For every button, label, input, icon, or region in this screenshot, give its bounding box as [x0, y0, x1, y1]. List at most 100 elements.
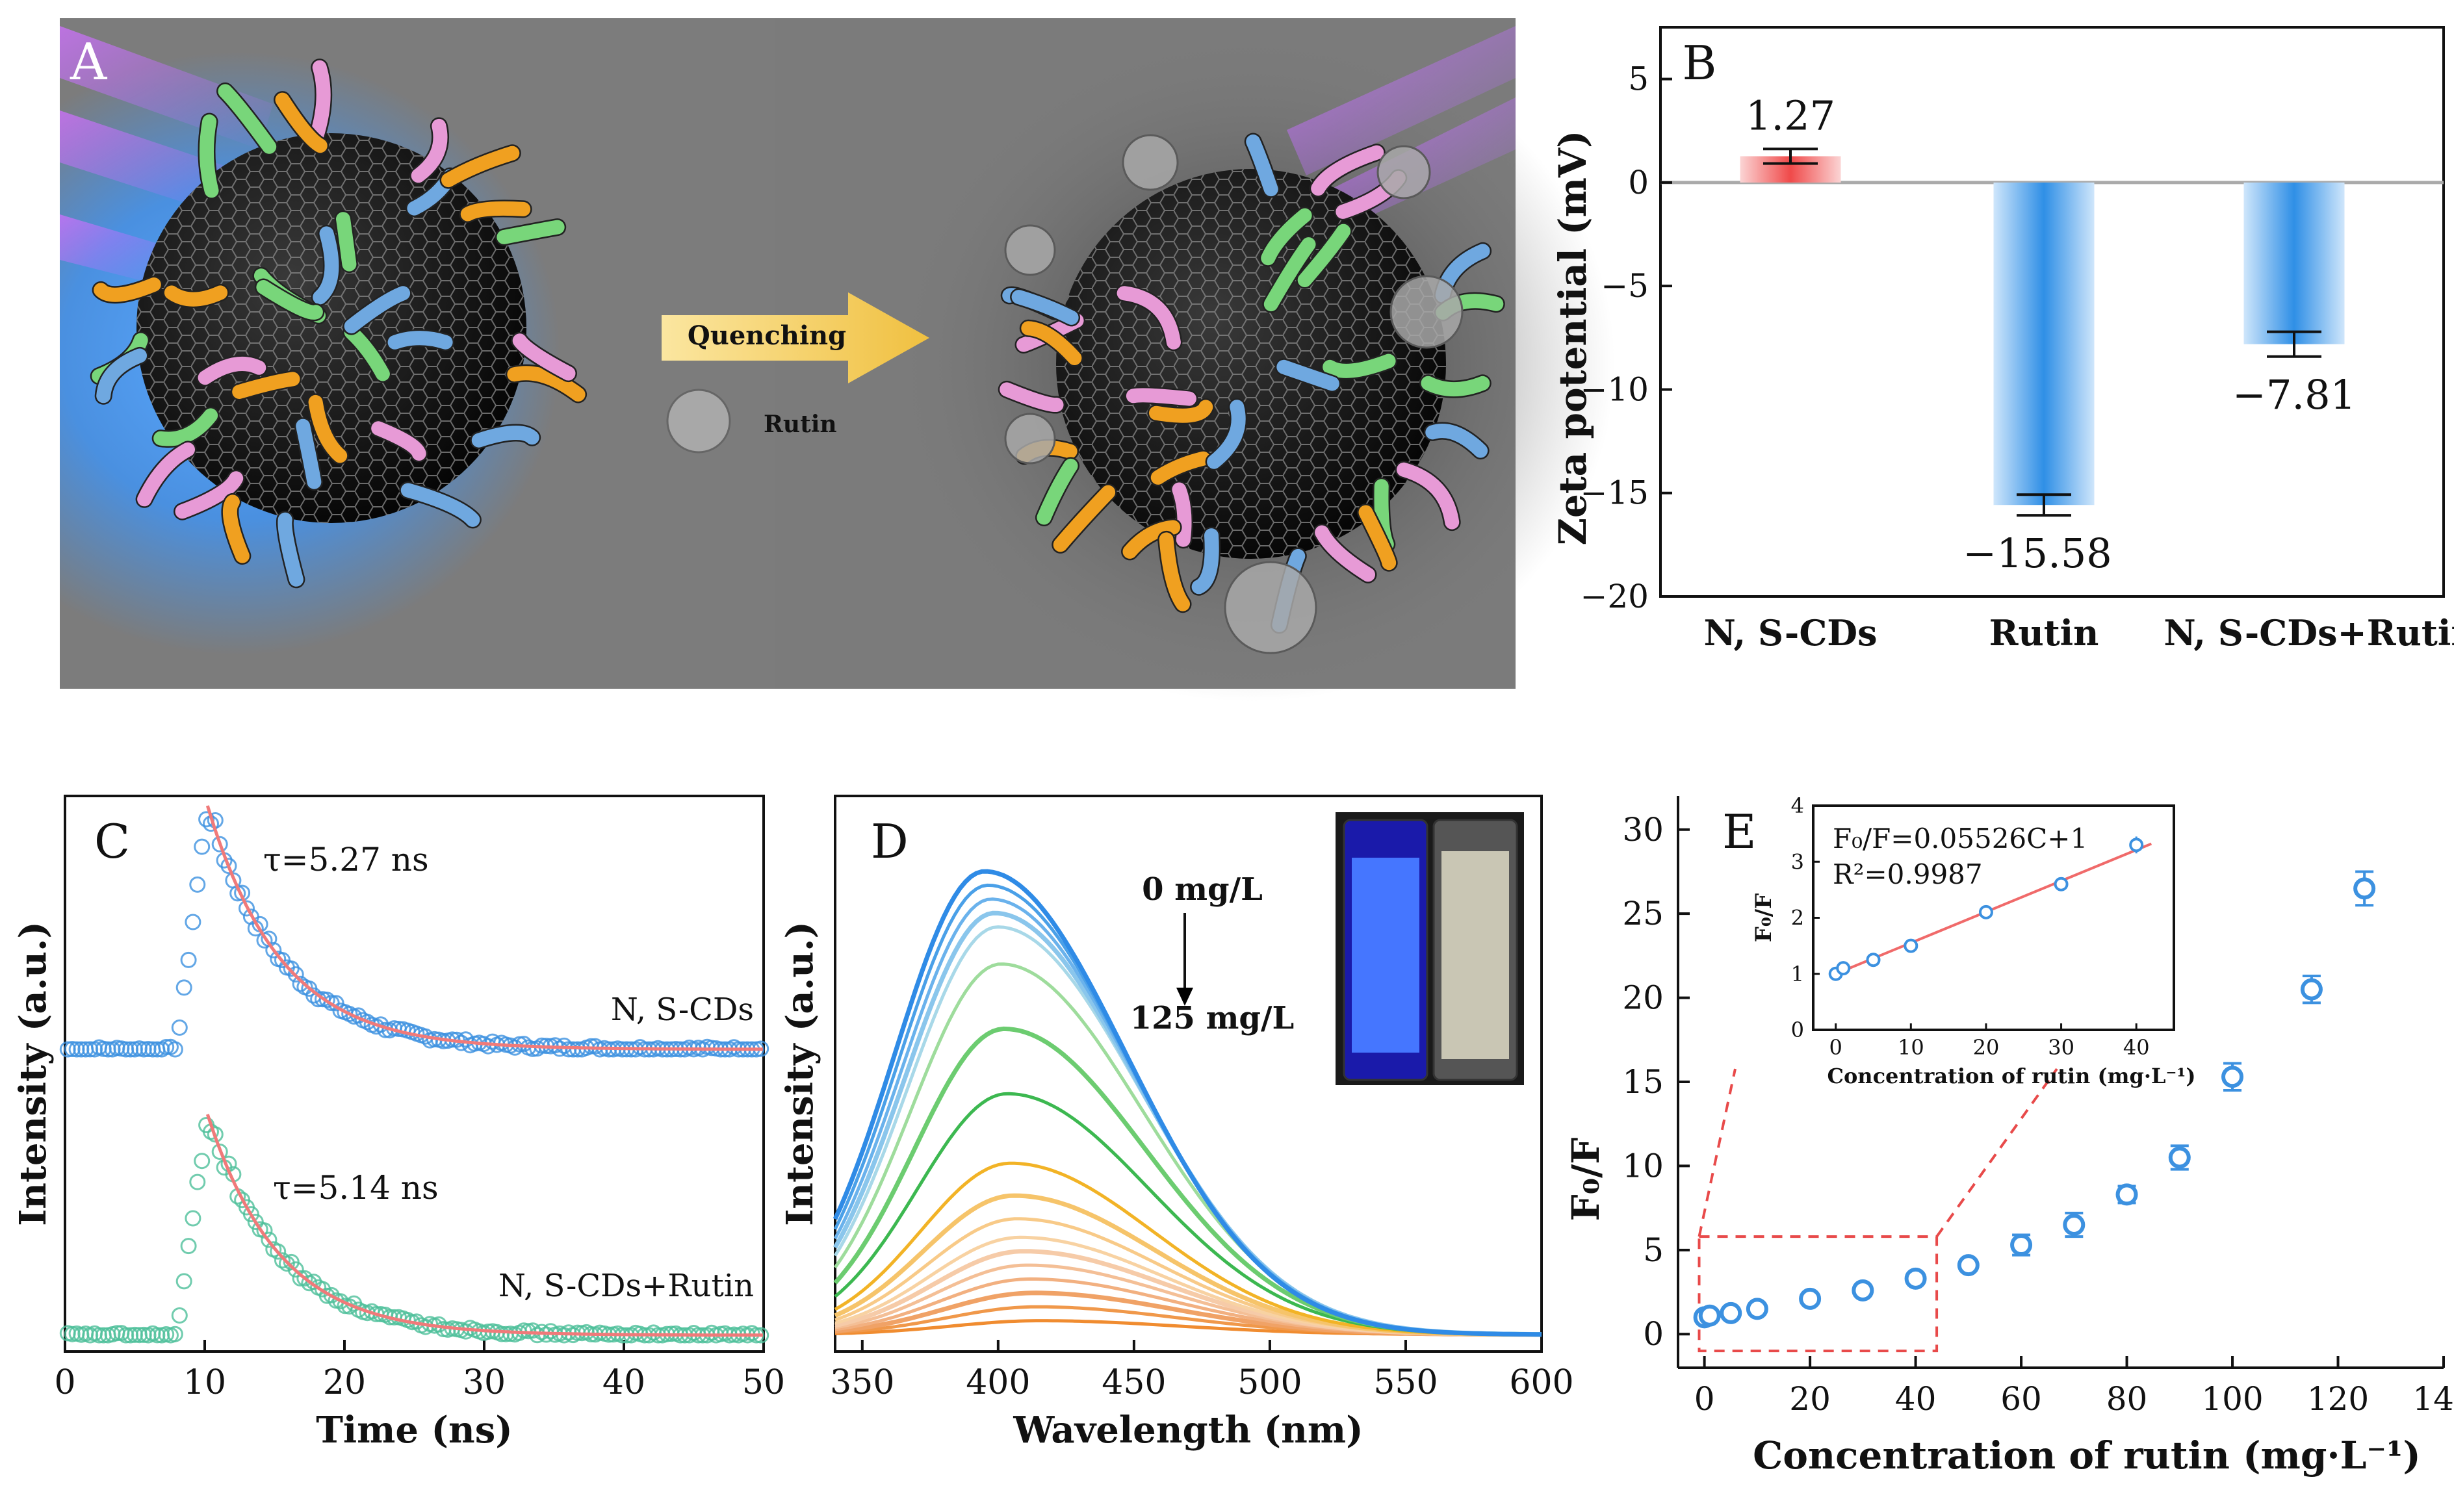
panel-c-label: C — [94, 814, 130, 869]
decay-point — [211, 836, 228, 852]
x-tick-label: 400 — [966, 1363, 1030, 1402]
data-label: −15.58 — [1963, 530, 2112, 577]
x-axis-label: Time (ns) — [316, 1409, 513, 1452]
x-tick-label: 30 — [463, 1363, 506, 1402]
x-axis-label: Concentration of rutin (mg·L⁻¹) — [1753, 1433, 2421, 1478]
surface-group — [1191, 528, 1219, 595]
category-label: N, S-CDs+Rutin — [2163, 612, 2454, 654]
inset-frame — [1812, 804, 2175, 1031]
panel-a-label: A — [70, 33, 108, 92]
surface-group — [1315, 525, 1375, 582]
y-tick-label: 0 — [1643, 1315, 1664, 1353]
surface-group — [1000, 382, 1064, 413]
panel-b-chart: 5 0 −5 −10 −15 −20 1.27 N, S-CDs −15.58 Rutin −7.8… — [1551, 26, 2454, 654]
decay-point — [175, 1273, 192, 1290]
decay-point — [175, 979, 192, 996]
data-point — [2221, 1066, 2244, 1088]
surface-group — [275, 92, 328, 153]
panel-c-chart: 0 10 20 30 40 50 Time (ns) Intensity (a.u.) τ=5.… — [12, 795, 785, 1452]
inset-y-tick-label: 3 — [1791, 849, 1804, 874]
data-point — [2168, 1146, 2191, 1169]
fit-curve — [205, 805, 763, 1051]
y-axis-label: Intensity (a.u.) — [12, 921, 55, 1226]
decay-point — [180, 951, 197, 968]
inset-data-point — [1836, 961, 1851, 976]
data-point — [1746, 1298, 1768, 1320]
x-tick-label: 500 — [1237, 1363, 1302, 1402]
y-tick-label: 30 — [1622, 811, 1664, 849]
inset-data-point — [1904, 938, 1918, 953]
lifetime-annotation: τ=5.14 ns — [273, 1169, 439, 1207]
decay-point — [292, 975, 309, 992]
panel-e-label: E — [1722, 804, 1757, 859]
surface-group — [387, 331, 453, 350]
decay-point — [542, 1323, 559, 1340]
decay-point — [189, 876, 206, 893]
category-label: Rutin — [1989, 612, 2099, 654]
surface-group — [198, 357, 266, 385]
data-label: −7.81 — [2232, 371, 2356, 418]
surface-group — [1425, 424, 1488, 458]
surface-group — [278, 512, 304, 587]
y-tick-label: −5 — [1601, 267, 1649, 305]
spectrum-line — [833, 869, 1542, 1337]
decay-point — [506, 1039, 523, 1056]
y-axis-label: F₀/F — [1564, 1138, 1608, 1222]
x-tick-label: 80 — [2106, 1380, 2148, 1418]
x-tick-label: 600 — [1509, 1363, 1573, 1402]
data-point — [1799, 1287, 1822, 1310]
surface-group — [232, 372, 300, 399]
inset-y-axis-label: F₀/F — [1751, 893, 1777, 943]
surface-group — [96, 348, 147, 404]
plot-frame — [1659, 26, 2445, 598]
decay-point — [198, 811, 215, 828]
decay-point — [220, 858, 237, 875]
cuvette-photo — [1336, 812, 1524, 1085]
surface-group — [344, 286, 411, 334]
surface-group — [199, 114, 219, 198]
inset-x-tick-label: 10 — [1898, 1035, 1924, 1060]
category-label: N, S-CDs — [1703, 612, 1877, 654]
surface-group — [336, 212, 357, 272]
y-tick-label: −20 — [1580, 578, 1649, 615]
data-label: 1.27 — [1746, 92, 1835, 139]
rutin-molecules — [1004, 134, 1464, 654]
surface-group — [222, 494, 250, 563]
x-tick-label: 0 — [1694, 1380, 1715, 1418]
data-point — [1957, 1254, 1980, 1277]
plot-frame — [834, 795, 1543, 1353]
surface-group — [400, 483, 480, 527]
inset-y-tick-label: 1 — [1791, 962, 1804, 986]
surface-group — [164, 285, 228, 307]
panel-d-chart: 350 400 450 500 550 600 Wavelength (nm) Intensi… — [779, 795, 1574, 1452]
inset-data-point — [1866, 953, 1881, 967]
surface-group — [411, 118, 448, 183]
series-label: N, S-CDs+Rutin — [498, 1268, 754, 1304]
surface-group — [1117, 286, 1181, 350]
decay-point — [185, 914, 201, 930]
inset-data-point — [2129, 838, 2144, 852]
surface-groups — [998, 133, 1505, 634]
x-tick-label: 120 — [2307, 1380, 2369, 1418]
panel-d-label: D — [871, 814, 909, 869]
x-tick-label: 20 — [323, 1363, 366, 1402]
decay-point — [166, 1041, 183, 1058]
decay-point — [287, 1261, 304, 1278]
surface-group — [309, 60, 331, 145]
decay-point — [287, 966, 304, 983]
surface-group — [1207, 400, 1246, 469]
data-point — [1720, 1301, 1742, 1324]
surface-group — [1323, 353, 1396, 378]
surface-group — [218, 84, 277, 154]
plot-frame — [64, 795, 765, 1353]
lifetime-annotation: τ=5.27 ns — [263, 841, 429, 878]
decay-point — [318, 992, 335, 1008]
surface-group — [94, 277, 161, 302]
surface-group — [460, 201, 531, 222]
decay-point — [211, 1144, 228, 1160]
surface-group — [1172, 482, 1192, 547]
surface-group — [1053, 485, 1116, 552]
surface-group — [308, 394, 348, 463]
rutin-legend-marker — [666, 389, 731, 454]
surface-group — [471, 426, 539, 448]
